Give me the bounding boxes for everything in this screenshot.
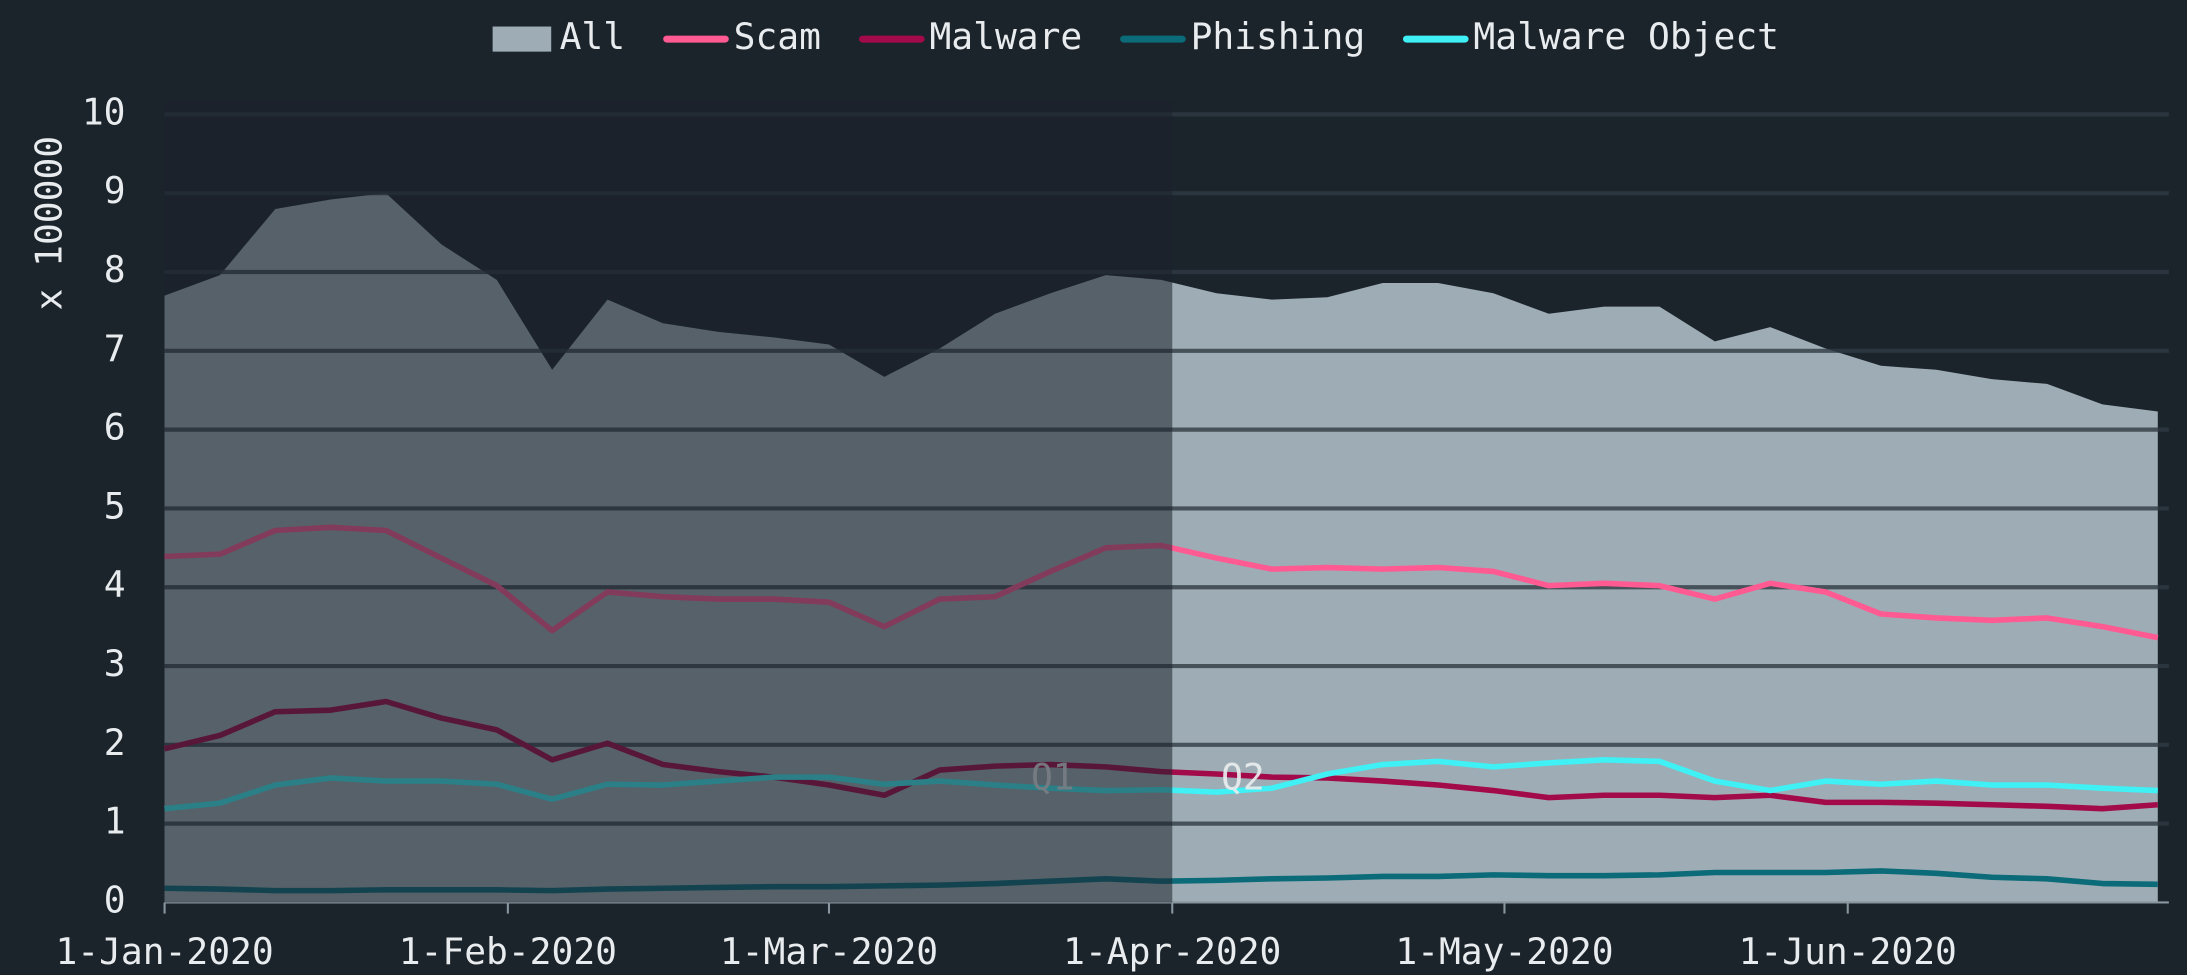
legend-label: Scam bbox=[734, 15, 821, 58]
x-tick-label: 1-Mar-2020 bbox=[720, 930, 938, 973]
legend-swatch bbox=[492, 26, 552, 52]
y-tick-label: 2 bbox=[104, 721, 126, 764]
legend-label: Phishing bbox=[1191, 15, 1366, 58]
x-tick-label: 1-Jan-2020 bbox=[55, 930, 273, 973]
y-tick-label: 6 bbox=[104, 406, 126, 449]
y-tick-label: 8 bbox=[104, 248, 126, 291]
x-tick-label: 1-Jun-2020 bbox=[1739, 930, 1957, 973]
y-tick-label: 7 bbox=[104, 327, 126, 370]
y-tick-label: 9 bbox=[104, 169, 126, 212]
y-tick-label: 5 bbox=[104, 484, 126, 527]
quarter-dim bbox=[164, 100, 1173, 903]
y-tick-label: 10 bbox=[82, 90, 126, 133]
quarter-label: Q2 bbox=[1221, 756, 1265, 799]
x-tick-label: 1-Apr-2020 bbox=[1063, 930, 1281, 973]
x-tick-label: 1-May-2020 bbox=[1395, 930, 1613, 973]
x-tick-label: 1-Feb-2020 bbox=[399, 930, 617, 973]
legend-label: Malware bbox=[929, 15, 1082, 58]
legend-label: All bbox=[560, 15, 625, 58]
y-axis-label: x 100000 bbox=[28, 136, 71, 311]
y-tick-label: 3 bbox=[104, 642, 126, 685]
y-tick-label: 1 bbox=[104, 800, 126, 843]
y-tick-label: 0 bbox=[104, 878, 126, 921]
y-tick-label: 4 bbox=[104, 563, 126, 606]
legend-label: Malware Object bbox=[1473, 15, 1779, 58]
